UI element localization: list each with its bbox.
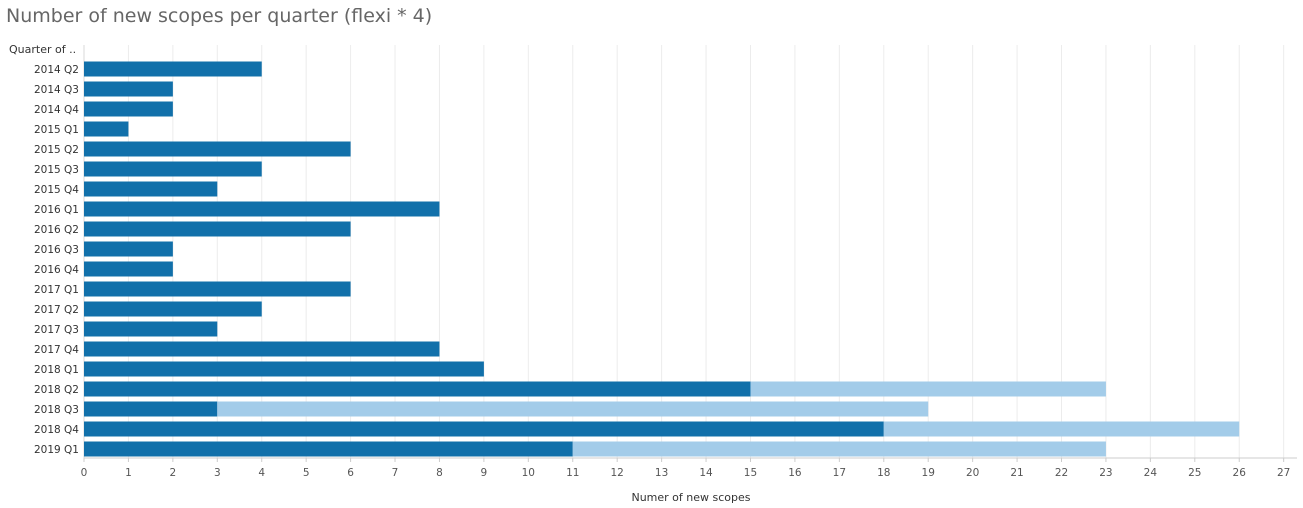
x-tick-label: 3: [214, 467, 221, 479]
x-tick-label: 19: [922, 467, 935, 479]
x-tick-label: 7: [392, 467, 399, 479]
x-tick-label: 1: [125, 467, 132, 479]
category-label: 2017 Q1: [34, 284, 79, 296]
chart-title: Number of new scopes per quarter (flexi …: [6, 5, 433, 27]
x-tick-label: 13: [655, 467, 668, 479]
category-label: 2017 Q4: [34, 344, 79, 356]
category-label: 2016 Q1: [34, 204, 79, 216]
y-axis-title: Quarter of ..: [9, 43, 76, 56]
bar-segment[interactable]: [84, 181, 218, 197]
x-tick-label: 0: [81, 467, 88, 479]
bar-segment[interactable]: [572, 441, 1106, 457]
x-tick-label: 22: [1055, 467, 1068, 479]
x-tick-label: 23: [1099, 467, 1112, 479]
bar-segment[interactable]: [84, 221, 351, 237]
category-label: 2016 Q3: [34, 244, 79, 256]
bar-segment[interactable]: [84, 241, 173, 257]
x-tick-label: 6: [347, 467, 354, 479]
bar-segment[interactable]: [217, 401, 929, 417]
category-label: 2015 Q2: [34, 144, 79, 156]
x-tick-label: 2: [170, 467, 177, 479]
row-labels-layer: 2014 Q2 2014 Q3 2014 Q4 2015 Q1 2015 Q2 2015 …: [34, 64, 79, 456]
x-tick-label: 5: [303, 467, 310, 479]
x-tick-label: 20: [966, 467, 979, 479]
category-label: 2019 Q1: [34, 444, 79, 456]
bar-segment[interactable]: [84, 81, 173, 97]
x-tick-label: 24: [1144, 467, 1158, 479]
category-label: 2016 Q4: [34, 264, 79, 276]
x-tick-label: 25: [1188, 467, 1201, 479]
category-label: 2018 Q2: [34, 384, 79, 396]
category-label: 2018 Q3: [34, 404, 79, 416]
bar-segment[interactable]: [84, 421, 884, 437]
bar-segment[interactable]: [84, 101, 173, 117]
bar-segment[interactable]: [84, 381, 751, 397]
bar-segment[interactable]: [84, 441, 573, 457]
category-label: 2018 Q1: [34, 364, 79, 376]
x-tick-label: 15: [744, 467, 757, 479]
bar-segment[interactable]: [84, 161, 262, 177]
category-label: 2015 Q1: [34, 124, 79, 136]
x-tick-label: 10: [522, 467, 535, 479]
bar-segment[interactable]: [84, 361, 484, 377]
x-tick-label: 4: [258, 467, 265, 479]
category-label: 2014 Q3: [34, 84, 79, 96]
bar-segment[interactable]: [84, 281, 351, 297]
x-axis-layer: 0 1 2 3 4 5 6 7 8 9 10 11 12 13 14 15 16 17 18 19 20 21 22 23 24…: [81, 457, 1297, 479]
x-axis-title: Numer of new scopes: [631, 491, 750, 504]
category-label: 2014 Q4: [34, 104, 79, 116]
x-tick-label: 27: [1277, 467, 1290, 479]
category-label: 2015 Q4: [34, 184, 79, 196]
x-tick-label: 21: [1010, 467, 1023, 479]
bar-segment[interactable]: [84, 261, 173, 277]
x-tick-label: 8: [436, 467, 443, 479]
x-tick-label: 14: [699, 467, 713, 479]
bar-segment[interactable]: [883, 421, 1240, 437]
category-label: 2017 Q3: [34, 324, 79, 336]
bars-layer: [84, 61, 1240, 457]
bar-segment[interactable]: [84, 141, 351, 157]
x-tick-label: 12: [610, 467, 623, 479]
x-tick-label: 11: [566, 467, 579, 479]
bar-segment[interactable]: [84, 61, 262, 77]
x-tick-label: 18: [877, 467, 890, 479]
x-tick-label: 26: [1233, 467, 1247, 479]
bar-segment[interactable]: [84, 121, 129, 137]
category-label: 2017 Q2: [34, 304, 79, 316]
category-label: 2015 Q3: [34, 164, 79, 176]
bar-segment[interactable]: [750, 381, 1106, 397]
category-label: 2016 Q2: [34, 224, 79, 236]
bar-segment[interactable]: [84, 301, 262, 317]
category-label: 2014 Q2: [34, 64, 79, 76]
category-label: 2018 Q4: [34, 424, 79, 436]
x-tick-label: 16: [788, 467, 802, 479]
bar-segment[interactable]: [84, 401, 218, 417]
x-tick-label: 17: [833, 467, 846, 479]
x-tick-label: 9: [481, 467, 488, 479]
bar-segment[interactable]: [84, 201, 440, 217]
bar-segment[interactable]: [84, 321, 218, 337]
bar-segment[interactable]: [84, 341, 440, 357]
